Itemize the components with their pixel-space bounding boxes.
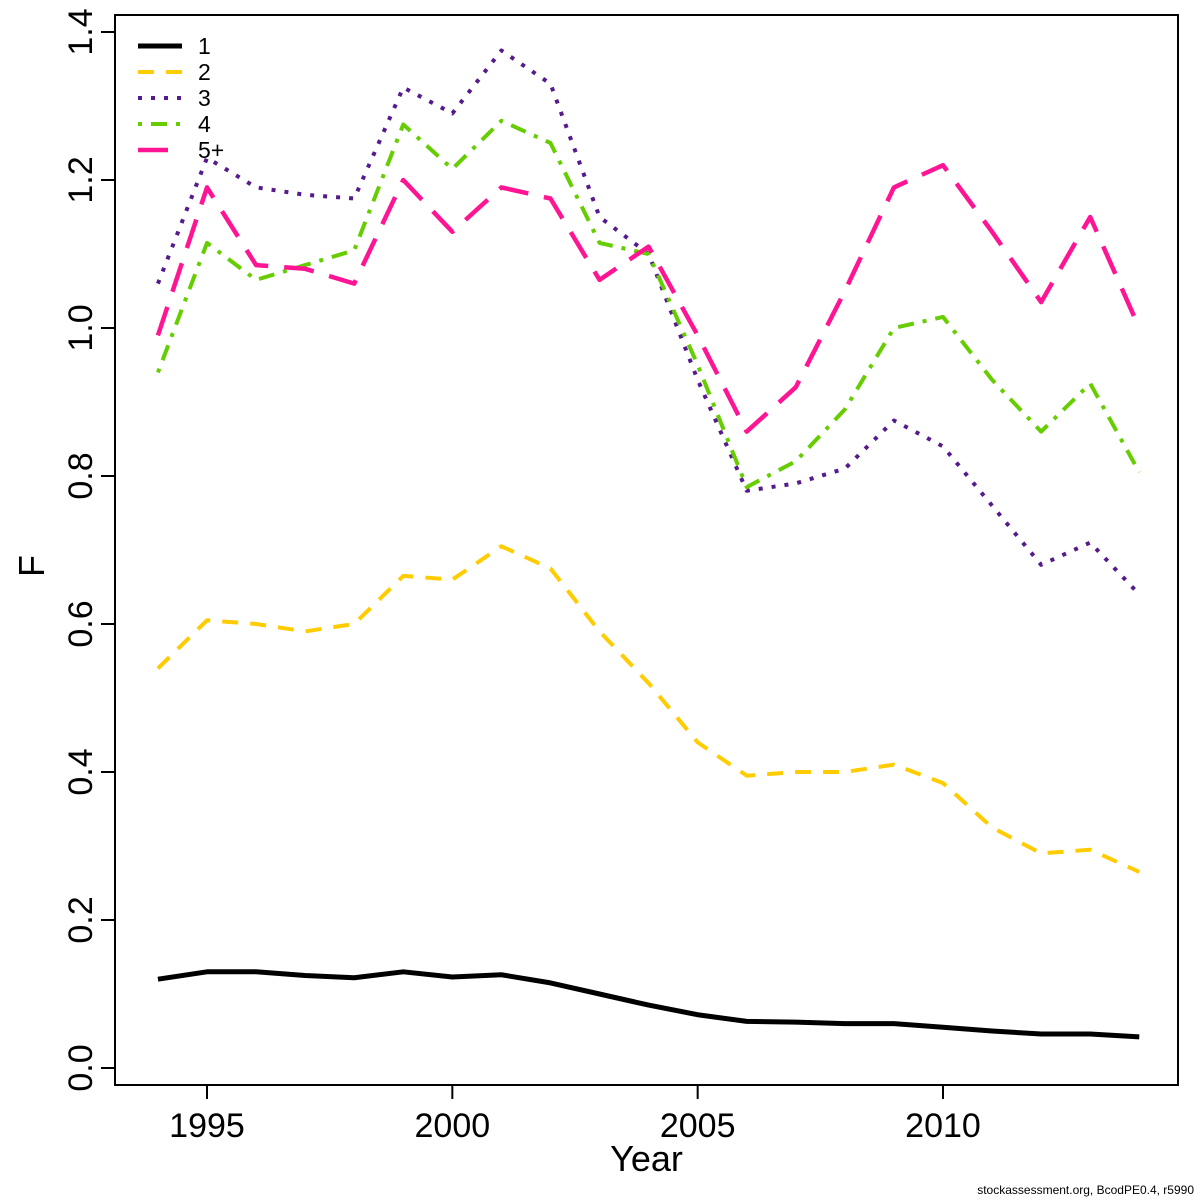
x-tick-label: 2005 [660, 1107, 736, 1145]
y-tick-label: 0.0 [62, 1044, 100, 1091]
x-tick-label: 2010 [905, 1107, 981, 1145]
series-line-4 [156, 118, 1142, 490]
legend-label-3: 3 [198, 85, 211, 111]
legend-label-5+: 5+ [198, 137, 224, 163]
series-line-2 [156, 544, 1141, 874]
series-line-3 [156, 48, 1141, 596]
y-tick-label: 1.4 [62, 8, 100, 55]
x-tick-label: 2000 [415, 1107, 491, 1145]
x-tick-label: 1995 [169, 1107, 245, 1145]
footer-note: stockassessment.org, BcodPE0.4, r5990 [977, 1183, 1194, 1197]
y-axis-title: F [11, 555, 52, 577]
legend-label-1: 1 [198, 33, 211, 59]
y-tick-label: 0.8 [62, 452, 100, 499]
legend-label-2: 2 [198, 59, 211, 85]
y-tick-label: 1.2 [62, 156, 100, 203]
plot-border [114, 14, 1179, 1086]
y-tick-label: 0.2 [62, 896, 100, 943]
y-tick-label: 0.4 [62, 748, 100, 795]
y-tick-label: 1.0 [62, 304, 100, 351]
legend-label-4: 4 [198, 111, 211, 137]
series-line-5+ [155, 162, 1142, 434]
series-line-1 [157, 969, 1140, 1040]
x-axis-title: Year [610, 1138, 683, 1179]
y-tick-label: 0.6 [62, 600, 100, 647]
